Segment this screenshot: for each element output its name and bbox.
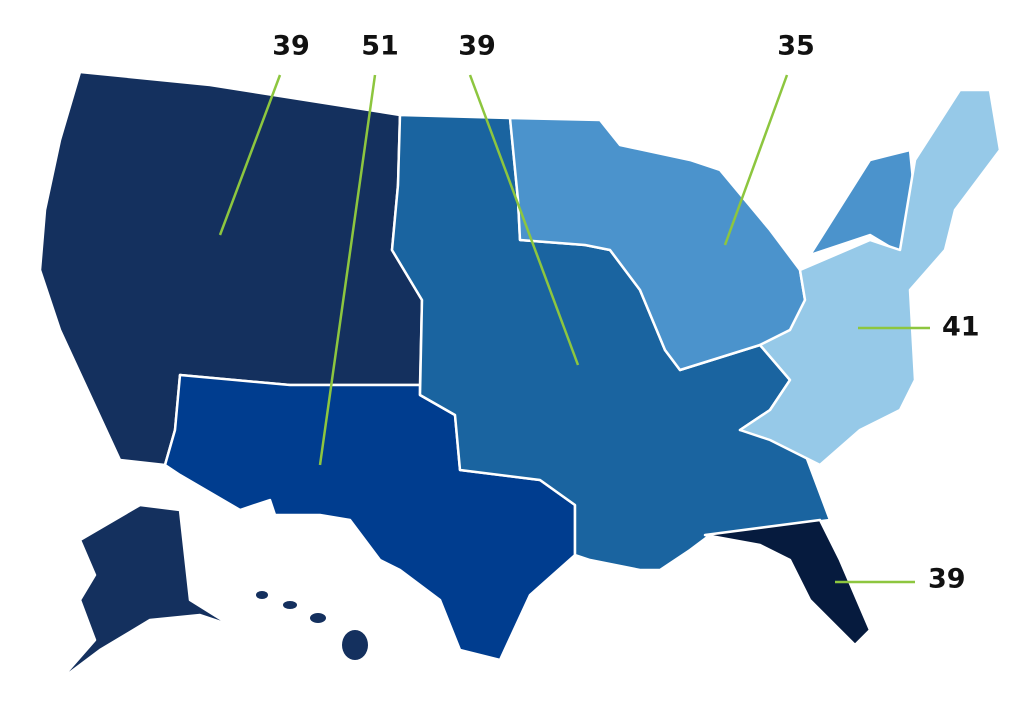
island [283, 601, 297, 609]
island [342, 630, 368, 660]
callout-line [218, 74, 282, 236]
callout-line [723, 74, 789, 246]
alaska [58, 503, 232, 682]
island [256, 591, 268, 599]
northeast-region [738, 88, 1002, 467]
callout-label: 51 [361, 31, 399, 62]
callout-label: 41 [942, 312, 980, 343]
island [310, 613, 326, 623]
states [38, 70, 1002, 682]
florida [703, 518, 872, 647]
callout-line [468, 74, 580, 366]
callout-label: 39 [928, 564, 966, 595]
callouts: 39 51 39 35 41 39 [218, 31, 980, 595]
hawaii [256, 591, 368, 660]
callout-label: 35 [777, 31, 815, 62]
callout-line [318, 74, 377, 466]
callout-label: 39 [458, 31, 496, 62]
callout-label: 39 [272, 31, 310, 62]
